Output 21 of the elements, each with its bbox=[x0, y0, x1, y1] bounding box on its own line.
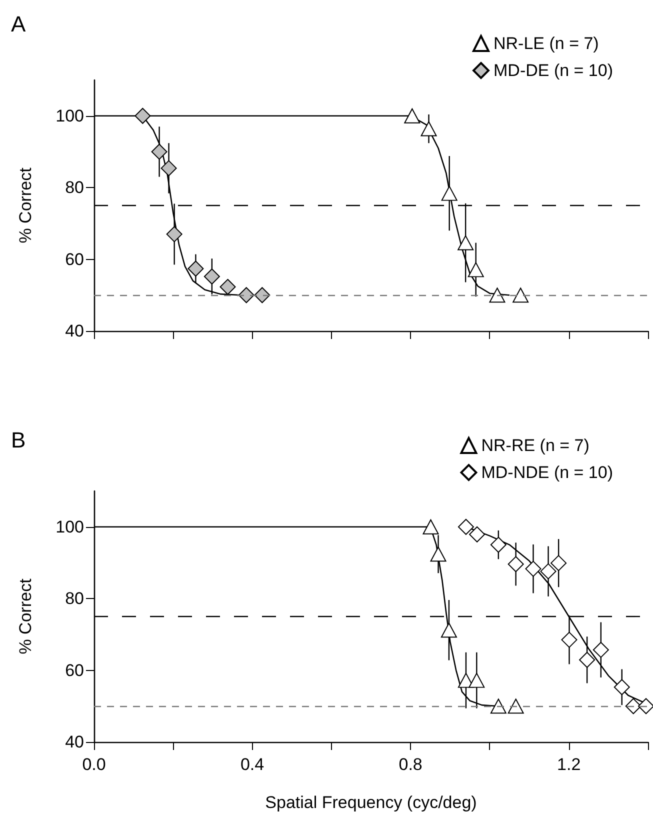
y-axis-title: % Correct bbox=[16, 578, 35, 654]
chart-title: A bbox=[11, 12, 26, 36]
y-tick-label: 60 bbox=[65, 250, 84, 269]
y-tick-label: 80 bbox=[65, 178, 84, 198]
x-tick-label: 1.2 bbox=[557, 755, 581, 774]
y-tick-label: 40 bbox=[65, 732, 84, 752]
legend-label: NR-RE (n = 7) bbox=[481, 436, 590, 455]
x-tick-label: 0.8 bbox=[398, 755, 422, 774]
x-tick-label: 0.0 bbox=[82, 755, 106, 774]
chart-title: B bbox=[11, 428, 26, 452]
y-tick-label: 100 bbox=[56, 517, 84, 536]
y-tick-label: 40 bbox=[65, 322, 84, 340]
legend-label: MD-NDE (n = 10) bbox=[481, 463, 614, 482]
y-axis-title: % Correct bbox=[16, 167, 35, 244]
x-tick-label: 0.4 bbox=[240, 755, 264, 774]
y-tick-label: 60 bbox=[65, 660, 84, 680]
legend-label: NR-LE (n = 7) bbox=[494, 34, 599, 53]
y-tick-label: 100 bbox=[56, 106, 84, 126]
y-tick-label: 80 bbox=[65, 589, 84, 608]
x-axis-title: Spatial Frequency (cyc/deg) bbox=[265, 793, 477, 812]
legend-label: MD-DE (n = 10) bbox=[494, 61, 613, 80]
